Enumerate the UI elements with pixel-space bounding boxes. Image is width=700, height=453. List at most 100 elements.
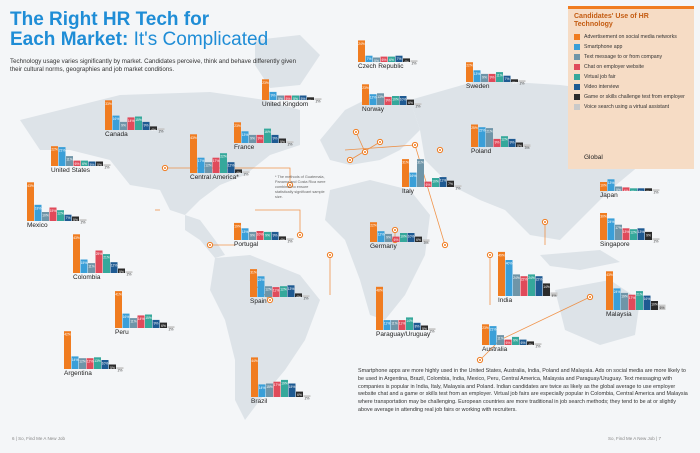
bar-value-label: 14% [259,386,266,390]
bar-value-label: 12% [378,233,385,237]
bar-value-label: 17% [274,383,281,387]
title-line-2b: It's Complicated [133,29,269,50]
bar [249,134,256,143]
bar [34,204,42,221]
bar [636,291,643,310]
bar [407,233,415,242]
legend-label: Virtual job fair [584,74,616,80]
bar [516,142,523,147]
map-pin-center [379,141,381,143]
bar [409,172,417,187]
bar [406,317,413,330]
bar [81,160,88,166]
bar [543,283,550,296]
country-chart: 31% 16% 31% 6%10% 11%7%2% [402,159,462,191]
bar [645,188,652,191]
bar [51,146,58,166]
bar [512,336,519,345]
bar-value-label: 10% [42,214,49,218]
bar-value-label: 15% [266,385,273,389]
bar [27,182,34,221]
bar [251,357,258,397]
bar [303,395,311,397]
legend-title: Candidates' Use of HR Technology [574,13,649,28]
bar-value-label: 14% [138,317,145,321]
bar [645,231,652,240]
map-pin-center [544,221,546,223]
bar [637,188,645,191]
bar-value-label: 21% [490,328,497,332]
bar [520,276,528,296]
map-pin-center [414,144,416,146]
title-line-2a: Each Market: [10,29,129,50]
legend-item: Smartphone app [568,42,694,52]
legend-label: Chat on employer website [584,64,644,70]
legend-swatch [574,34,580,40]
country-chart: 33%16%9%14% 15%9%4% 2% [105,100,165,134]
bar [362,84,369,105]
country-chart: 48%11% 11% 11%14%8%5%2% [376,286,436,334]
bar-value-label: 12% [87,360,94,364]
bar-value-label: 25% [96,252,103,256]
bar-value-label: 12% [280,288,287,292]
bar-value-label: 31% [402,161,409,165]
bar-value-label: 12% [501,138,508,142]
legend-item: Virtual job fair [568,72,694,82]
legend-swatch [574,84,580,90]
bar-value-label: 2% [304,297,309,301]
bar [497,335,504,345]
bar [295,293,302,297]
bar-value-label: 3% [646,190,651,194]
country-label: Spain [250,298,267,305]
bar [471,124,478,147]
bar-value-label: 3% [631,190,636,194]
bar [518,80,526,82]
legend-swatch [574,64,580,70]
bar-value-label: 24% [614,290,621,294]
bar [501,136,508,147]
bar-value-label: 11% [384,322,390,326]
bar [42,212,49,221]
bar [279,138,286,143]
bar [511,79,518,82]
country-chart: 31%23%12% 11% 12% 13%4% 2% [250,269,310,301]
bar [651,301,658,310]
bar [478,127,486,147]
bar-value-label: 13% [94,359,101,363]
bar-value-label: 7% [367,57,372,61]
bar-value-label: 6% [506,341,511,345]
bar-value-label: 6% [382,58,387,62]
country-label: United Kingdom [262,101,309,108]
map-pin-center [439,149,441,151]
bar [398,320,406,330]
bar-value-label: 2% [654,240,659,244]
bar [109,364,116,369]
bar-value-label: 12% [79,360,86,364]
bar [288,383,296,397]
country-label: Singapore [600,241,630,248]
bar [241,131,249,143]
bar-value-label: 10% [392,98,399,102]
bar [167,326,175,328]
bar-value-label: 31% [250,271,257,275]
bar-value-label: 15% [145,316,152,320]
bar-value-label: 6% [408,101,413,105]
bar [302,295,310,297]
bar-value-label: 6% [521,341,526,345]
bar [652,238,660,240]
map-pin-center [164,167,166,169]
bar-value-label: 21% [486,130,493,134]
bar [249,231,256,240]
bar [256,231,264,240]
bar [504,339,512,345]
bar [488,73,496,82]
bar-value-label: 9% [121,123,126,127]
bar [241,228,249,240]
bar-value-label: 6% [161,324,166,328]
bar-value-label: 2% [159,130,164,134]
bar [79,219,87,221]
bar-value-label: 5% [73,218,78,222]
bar [118,268,125,273]
bar-value-label: 5% [90,163,95,167]
legend-item: Voice search using a virtual assistant [568,102,694,112]
